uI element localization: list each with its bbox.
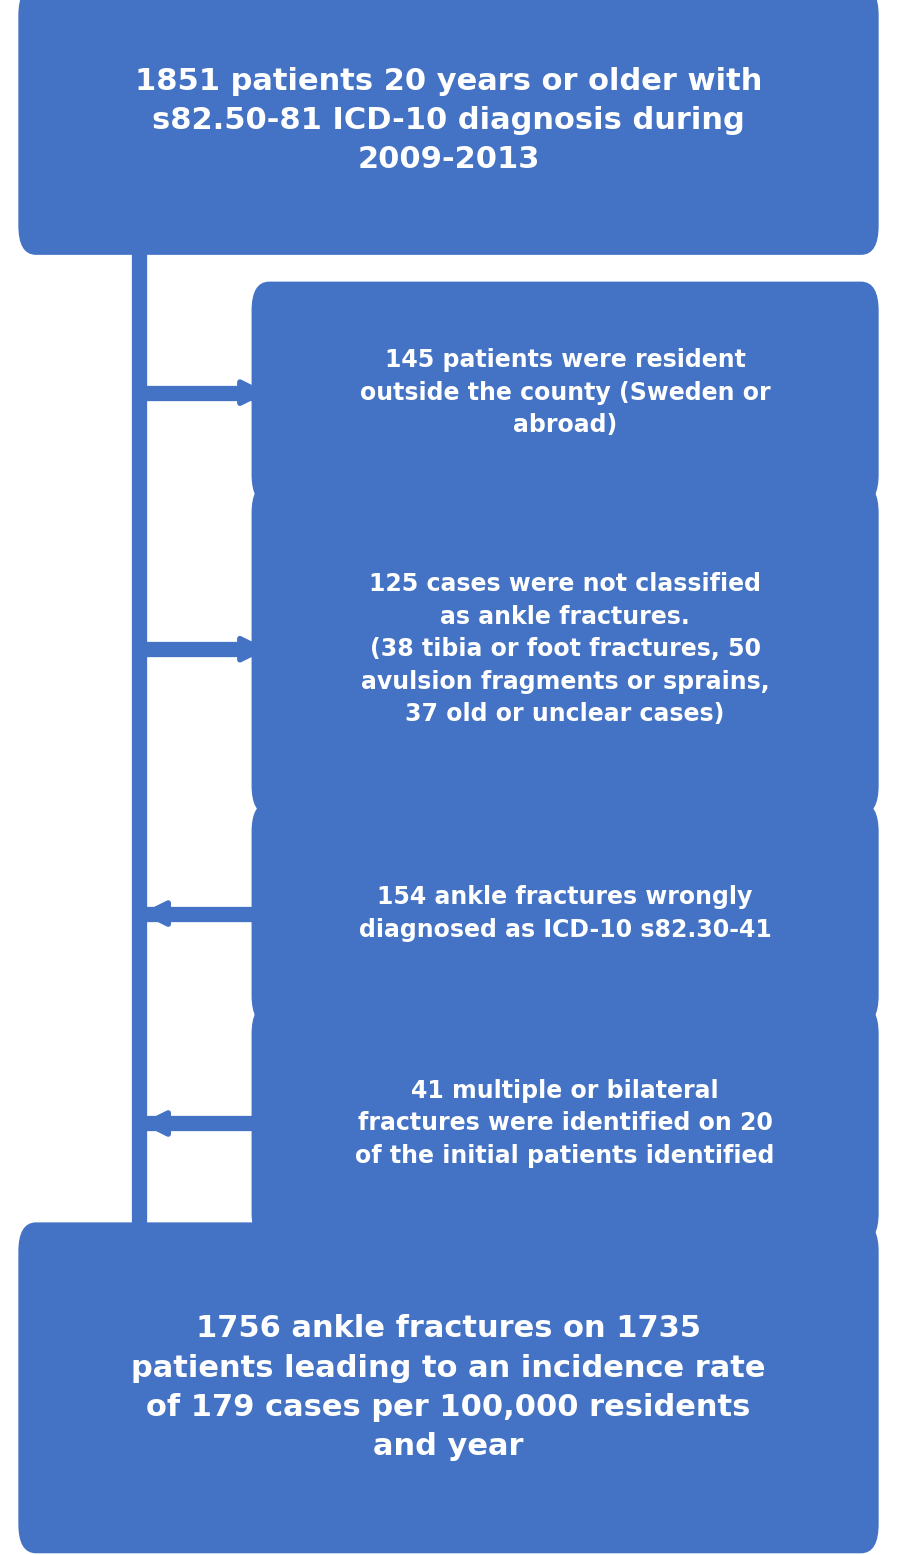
FancyBboxPatch shape [253,804,877,1023]
FancyBboxPatch shape [20,1224,877,1552]
FancyBboxPatch shape [20,0,877,253]
Text: 1851 patients 20 years or older with
s82.50-81 ICD-10 diagnosis during
2009-2013: 1851 patients 20 years or older with s82… [135,67,762,174]
Text: 125 cases were not classified
as ankle fractures.
(38 tibia or foot fractures, 5: 125 cases were not classified as ankle f… [361,572,770,726]
FancyBboxPatch shape [253,485,877,813]
FancyBboxPatch shape [253,1006,877,1241]
Text: 154 ankle fractures wrongly
diagnosed as ICD-10 s82.30-41: 154 ankle fractures wrongly diagnosed as… [359,885,771,942]
FancyBboxPatch shape [253,283,877,502]
Text: 41 multiple or bilateral
fractures were identified on 20
of the initial patients: 41 multiple or bilateral fractures were … [355,1079,775,1168]
Text: 145 patients were resident
outside the county (Sweden or
abroad): 145 patients were resident outside the c… [360,348,771,437]
Text: 1756 ankle fractures on 1735
patients leading to an incidence rate
of 179 cases : 1756 ankle fractures on 1735 patients le… [131,1314,766,1462]
